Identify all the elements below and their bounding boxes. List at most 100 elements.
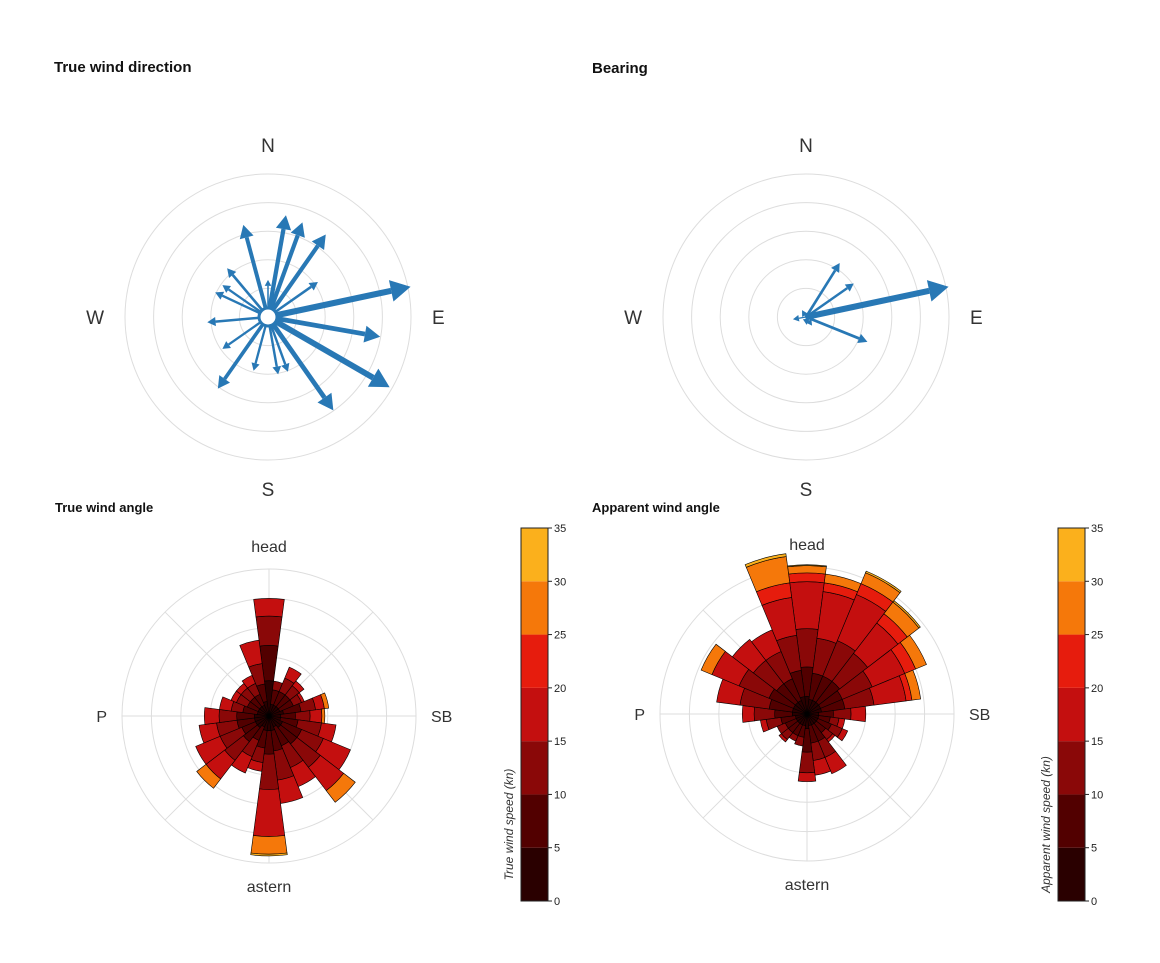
arrow-shaft [266, 234, 300, 318]
grid-ring [153, 202, 383, 432]
colorbar-tick-label: 25 [1091, 630, 1103, 642]
colorbar-band [521, 528, 548, 582]
arrow-head [792, 315, 800, 322]
colorbar-tick-label: 0 [1091, 896, 1097, 908]
colorbar-label: Apparent wind speed (kn) [1039, 756, 1053, 894]
wind-rose-wedge [700, 643, 726, 676]
grid-ring [662, 173, 950, 461]
colorbar-band [521, 687, 548, 742]
arrow-head [290, 222, 305, 238]
arrow-shaft [265, 228, 286, 318]
direction-label: E [432, 308, 445, 329]
wind-rose-wedge [788, 572, 826, 584]
chart-title: Apparent wind angle [592, 500, 720, 515]
grid-ring [748, 259, 864, 375]
chart-title: Bearing [592, 60, 648, 77]
arrow-head [272, 365, 282, 375]
arrow-shaft [266, 314, 375, 381]
arrow-group [207, 215, 411, 411]
direction-label: head [251, 539, 287, 556]
direction-label: N [261, 136, 275, 157]
colorbar-tick-label: 30 [1091, 576, 1103, 588]
arrow-shaft [804, 269, 837, 318]
arrow-head [281, 362, 290, 372]
wind-rose-wedge [850, 705, 867, 723]
colorbar-tick-label: 5 [1091, 843, 1097, 855]
colorbar-tick-label: 20 [554, 683, 566, 695]
colorbar-tick-label: 0 [554, 896, 560, 908]
direction-label: SB [969, 707, 990, 724]
arrow-head [222, 285, 231, 293]
rose-wedges [700, 553, 927, 782]
true-wind-angle-panel: True wind angle head SB astern P 0 5 10 15 20 25 3… [55, 500, 566, 908]
grid-ring [181, 230, 355, 404]
colorbar-tick-label: 10 [554, 789, 566, 801]
arrow-head [363, 325, 381, 343]
wind-rose-wedge [824, 750, 847, 775]
wind-rose-wedge [787, 565, 827, 575]
arrow-head [251, 362, 260, 371]
colorbar-tick-label: 15 [554, 736, 566, 748]
colorbar-tick-label: 10 [1091, 789, 1103, 801]
colorbar-tick-label: 15 [1091, 736, 1103, 748]
grid-ring [691, 202, 921, 432]
arrow-head [308, 282, 318, 291]
direction-label: astern [785, 877, 829, 894]
wind-rose-wedge [320, 692, 330, 710]
arrow-shaft [798, 316, 807, 319]
arrow-head [926, 280, 949, 302]
colorbar-frame [1057, 527, 1086, 902]
center-hub [257, 306, 279, 328]
grid-ring [719, 230, 893, 404]
arrow-shaft [804, 315, 807, 318]
wind-rose-wedge [742, 705, 755, 723]
apparent-wind-angle-panel: Apparent wind angle head SB astern P 0 5 10 15 2… [592, 500, 1103, 908]
arrow-head [275, 215, 292, 231]
arrow-shaft [805, 315, 860, 340]
grid-ring [124, 173, 412, 461]
chart-title: True wind direction [54, 59, 192, 76]
wind-rose-wedge [253, 598, 285, 618]
arrow-head [805, 318, 813, 326]
colorbar-label: True wind speed (kn) [502, 769, 516, 881]
direction-label: S [262, 480, 275, 501]
polar-grid [124, 173, 412, 461]
wind-rose-wedge [892, 600, 921, 629]
wind-rose-wedge [744, 553, 787, 568]
direction-label: W [86, 308, 104, 329]
arrow-head [239, 224, 254, 240]
arrow-shaft [805, 287, 848, 318]
direction-label: head [789, 537, 825, 554]
polar-grid [662, 173, 950, 461]
colorbar-tick-label: 20 [1091, 683, 1103, 695]
wind-rose-wedge [250, 835, 288, 855]
arrow-head [367, 368, 390, 388]
wind-rose-wedge [239, 639, 263, 668]
colorbar-band [1058, 741, 1085, 795]
colorbar-band [521, 847, 548, 901]
arrow-head [802, 310, 808, 317]
colorbar-tick-label: 5 [554, 843, 560, 855]
colorbar-band [1058, 528, 1085, 582]
wind-rose-wedge [198, 722, 221, 744]
wind-rose-wedge [219, 696, 235, 712]
colorbar: 0 5 10 15 20 25 30 35 Apparent wind speed (kn) [1039, 523, 1103, 908]
arrow-group [792, 263, 949, 344]
direction-label: P [96, 709, 107, 726]
wind-rose-wedge [309, 708, 323, 724]
arrow-head [311, 234, 326, 251]
arrow-head [317, 392, 334, 411]
arrow-head [264, 279, 272, 286]
wind-rose-wedge [798, 751, 816, 774]
colorbar-band [521, 581, 548, 635]
true-wind-direction-panel: True wind direction N E S W [54, 59, 445, 501]
rose-wedges [195, 598, 356, 857]
wind-rose-wedge [904, 669, 922, 701]
wind-rose-wedge [321, 708, 326, 724]
arrow-head [227, 268, 237, 278]
wind-rose-wedge [731, 638, 767, 674]
wind-rose-wedge [797, 771, 817, 782]
wind-rose-wedge [196, 763, 222, 789]
wind-rose-wedge [865, 570, 902, 594]
